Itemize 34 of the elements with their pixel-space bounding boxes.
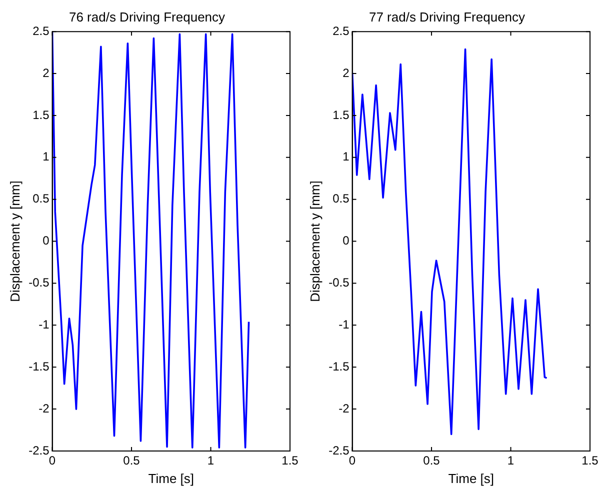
x-axis-title: Time [s] [148,470,194,486]
y-tick-label: 2 [42,66,50,80]
y-axis-title: Displacement y [mm] [7,180,22,302]
y-tick-label: 0.5 [332,192,350,206]
chart-title: 77 rad/s Driving Frequency [368,9,526,24]
y-tick-label: 2.5 [332,24,350,38]
x-tick-label: 1 [507,454,514,468]
y-tick-label: -2 [338,401,350,416]
y-tick-label: -1 [38,317,50,332]
y-tick-label: 0 [342,234,350,248]
y-tick-label: 1 [42,150,50,164]
y-tick-label: 2.5 [32,24,50,38]
y-tick-label: 1.5 [332,108,350,122]
chart-title: 76 rad/s Driving Frequency [68,9,226,24]
y-tick-label: -1.5 [28,359,50,374]
y-axis-title: Displacement y [mm] [307,180,322,302]
x-tick-label: 1.5 [582,454,599,468]
x-tick-label: 1.5 [282,454,299,468]
x-tick-label: 0.5 [123,454,140,468]
y-tick-label: 0.5 [32,192,50,206]
y-tick-label: 1.5 [32,108,50,122]
y-tick-label: -0.5 [328,276,350,290]
x-tick-label: 0.5 [423,454,440,468]
y-tick-label: 0 [42,234,50,248]
y-tick-label: -2 [38,401,50,416]
y-tick-label: 1 [342,150,350,164]
x-tick-label: 1 [207,454,214,468]
y-tick-label: 2 [342,66,350,80]
y-tick-label: -0.5 [28,276,50,290]
y-tick-label: -2.5 [328,443,350,458]
y-tick-label: -1.5 [328,359,350,374]
y-tick-label: -2.5 [28,443,50,458]
x-axis-title: Time [s] [448,470,494,486]
y-tick-label: -1 [338,317,350,332]
